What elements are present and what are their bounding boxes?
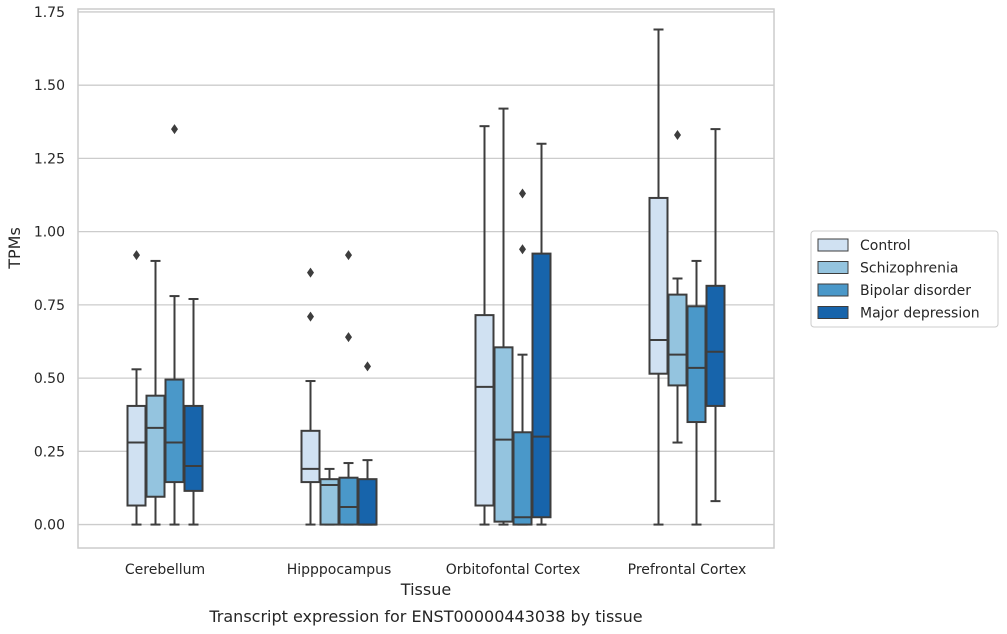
box-control — [300, 267, 321, 526]
y-tick-label: 0.00 — [34, 518, 65, 534]
box-schizophrenia — [493, 107, 514, 526]
box-schizophrenia — [319, 467, 340, 526]
legend-swatch — [817, 261, 849, 274]
box-bipolar-disorder — [686, 259, 707, 526]
box-control — [648, 28, 669, 526]
y-tick-label: 1.50 — [34, 78, 65, 94]
box-bipolar-disorder — [338, 250, 359, 526]
box-body — [357, 478, 378, 526]
chart-title: Transcript expression for ENST0000044303… — [208, 607, 642, 626]
y-tick-label: 1.00 — [34, 225, 65, 241]
legend-swatch — [817, 306, 849, 319]
box-body — [493, 346, 514, 523]
box-body — [126, 404, 147, 507]
x-tick-label: Hipppocampus — [287, 562, 392, 578]
x-tick-label: Cerebellum — [125, 562, 205, 578]
x-tick-labels: Cerebellum Hipppocampus Orbitofontal Corte… — [125, 562, 746, 578]
outlier-point — [364, 361, 371, 372]
y-axis-label: TPMs — [5, 227, 24, 270]
box-body — [338, 476, 359, 526]
box-major-depression — [183, 298, 204, 526]
outlier-point — [307, 311, 314, 322]
box-schizophrenia — [667, 129, 688, 444]
box-body — [705, 284, 726, 407]
outlier-point — [307, 267, 314, 278]
box-bipolar-disorder — [512, 188, 533, 526]
y-tick-label: 0.50 — [34, 371, 65, 387]
outlier-point — [519, 244, 526, 255]
y-tick-labels: 0.00 0.25 0.50 0.75 1.00 1.25 1.50 1.75 — [34, 5, 65, 534]
outlier-point — [674, 129, 681, 140]
outlier-point — [171, 124, 178, 135]
legend-label: Control — [860, 238, 911, 254]
outlier-point — [519, 188, 526, 199]
box-body — [531, 252, 552, 519]
box-body — [667, 293, 688, 387]
legend-frame — [810, 230, 999, 328]
legend: Control Schizophrenia Bipolar disorder Majo… — [810, 230, 999, 328]
legend-label: Major depression — [860, 306, 980, 322]
box-body — [474, 314, 495, 507]
box-control — [474, 125, 495, 526]
box-body — [686, 305, 707, 424]
legend-label: Schizophrenia — [860, 261, 958, 277]
y-tick-label: 1.75 — [34, 5, 65, 21]
outlier-point — [133, 250, 140, 261]
x-axis-label: Tissue — [400, 580, 451, 599]
x-tick-label: Orbitofontal Cortex — [446, 562, 581, 578]
y-tick-label: 0.25 — [34, 444, 65, 460]
box-layer — [126, 28, 726, 526]
x-tick-label: Prefrontal Cortex — [628, 562, 747, 578]
box-control — [126, 250, 147, 526]
legend-swatch — [817, 283, 849, 297]
box-body — [145, 394, 166, 498]
box-body — [648, 196, 669, 375]
box-body — [183, 404, 204, 492]
box-major-depression — [531, 142, 552, 526]
box-major-depression — [357, 361, 378, 526]
plot-frame — [77, 8, 775, 549]
y-tick-label: 1.25 — [34, 151, 65, 167]
legend-swatch — [817, 238, 849, 252]
outlier-point — [345, 250, 352, 261]
box-major-depression — [705, 128, 726, 503]
box-body — [512, 431, 533, 526]
box-schizophrenia — [145, 259, 166, 526]
outlier-point — [345, 332, 352, 343]
y-tick-label: 0.75 — [34, 298, 65, 314]
box-body — [300, 429, 321, 484]
box-body — [164, 378, 185, 484]
box-bipolar-disorder — [164, 124, 185, 526]
legend-label: Bipolar disorder — [860, 283, 971, 299]
